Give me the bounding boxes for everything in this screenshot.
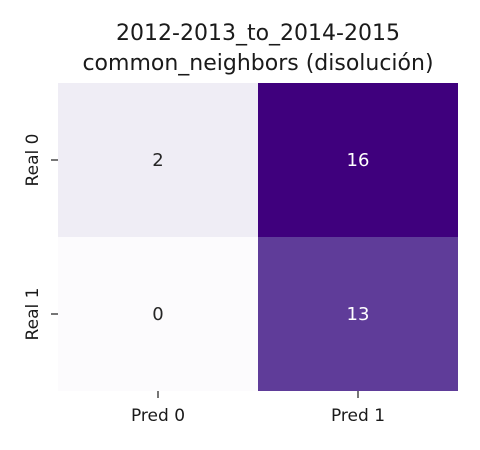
- heatmap-cell-r0-c1: [258, 83, 458, 237]
- heatmap-cell-r0-c0: [58, 83, 258, 237]
- heatmap-cells: 2 16 0 13: [58, 83, 458, 391]
- chart-title-line-2: common_neighbors (disolución): [82, 51, 433, 76]
- chart-title-line-1: 2012-2013_to_2014-2015: [116, 21, 400, 46]
- y-tick-label-0: Real 0: [23, 134, 43, 187]
- x-axis: Pred 0 Pred 1: [131, 391, 385, 426]
- x-tick-label-0: Pred 0: [131, 406, 185, 426]
- y-tick-label-1: Real 1: [23, 288, 43, 341]
- y-axis: Real 0 Real 1: [23, 134, 58, 341]
- heatmap-cell-r1-c1: [258, 237, 458, 391]
- heatmap-cell-r1-c0: [58, 237, 258, 391]
- cell-value-label-r0-c0: 2: [152, 150, 163, 171]
- cell-value-label-r0-c1: 16: [347, 150, 370, 171]
- cell-value-label-r1-c0: 0: [152, 304, 163, 325]
- cell-value-label-r1-c1: 13: [347, 304, 370, 325]
- x-tick-label-1: Pred 1: [331, 406, 385, 426]
